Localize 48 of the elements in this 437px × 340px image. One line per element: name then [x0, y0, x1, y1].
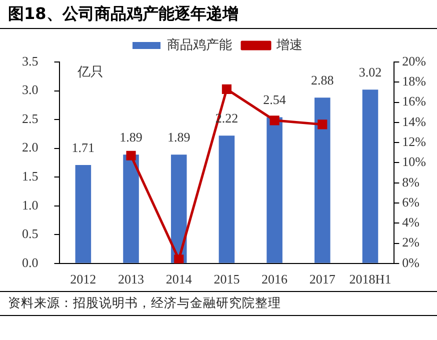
- point: [318, 120, 328, 130]
- y-tick-label: 0.0: [22, 254, 38, 270]
- y2-tick-label: 6%: [402, 194, 420, 210]
- data-label: 3.02: [358, 64, 382, 80]
- point: [126, 150, 136, 160]
- bar: [314, 98, 330, 263]
- y2-tick-label: 12%: [402, 134, 426, 149]
- x-tick-label: 2017: [309, 272, 336, 287]
- y2-tick-label: 4%: [402, 214, 420, 230]
- bar: [218, 136, 235, 263]
- bar: [362, 90, 378, 263]
- point: [222, 84, 232, 94]
- y-tick-label: 1.5: [22, 168, 38, 184]
- bar: [266, 117, 282, 263]
- chart-title: 图18、公司商品鸡产能逐年递增: [0, 0, 437, 29]
- bar: [75, 165, 92, 263]
- legend-label: 商品鸡产能: [167, 38, 232, 53]
- data-label: 2.88: [311, 72, 334, 88]
- x-tick-label: 2016: [262, 272, 288, 287]
- point: [270, 116, 280, 126]
- data-label: 2.54: [263, 92, 286, 108]
- y2-tick-label: 16%: [402, 94, 426, 109]
- y-tick-label: 2.0: [22, 140, 38, 155]
- text: 资料来源：招股说明书，经济与金融研究院整理: [0, 291, 437, 316]
- y-tick-label: 1.0: [22, 197, 38, 212]
- x-tick-label: 2018H1: [349, 272, 392, 287]
- bar: [123, 154, 139, 263]
- y2-tick-label: 10%: [402, 154, 426, 170]
- x-tick-label: 2012: [70, 272, 96, 287]
- x-tick-label: 2015: [214, 272, 240, 287]
- y2-tick-label: 0%: [402, 254, 420, 270]
- y-axis-title: 亿只: [76, 64, 104, 80]
- x-tick-label: 2013: [118, 272, 144, 287]
- y-tick-label: 2.5: [22, 110, 38, 126]
- y-tick-label: 3.0: [22, 82, 38, 98]
- y2-tick-label: 14%: [402, 114, 426, 129]
- y2-tick-label: 2%: [402, 234, 420, 250]
- y-tick-label: 0.5: [22, 226, 38, 242]
- y2-tick-label: 8%: [402, 174, 420, 190]
- point: [174, 254, 184, 264]
- legend-label: 增速: [276, 38, 302, 53]
- data-label: 1.71: [72, 140, 95, 155]
- y2-tick-label: 20%: [402, 53, 426, 68]
- data-label: 1.89: [167, 130, 190, 145]
- data-label: 1.89: [120, 130, 142, 145]
- y2-tick-label: 18%: [402, 74, 426, 89]
- y-tick-label: 3.5: [22, 53, 38, 68]
- x-tick-label: 2014: [166, 272, 192, 287]
